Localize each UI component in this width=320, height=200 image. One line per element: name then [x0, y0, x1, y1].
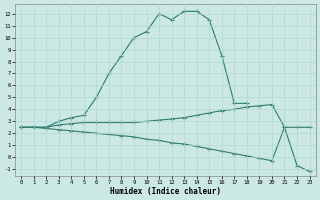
X-axis label: Humidex (Indice chaleur): Humidex (Indice chaleur) — [110, 187, 221, 196]
